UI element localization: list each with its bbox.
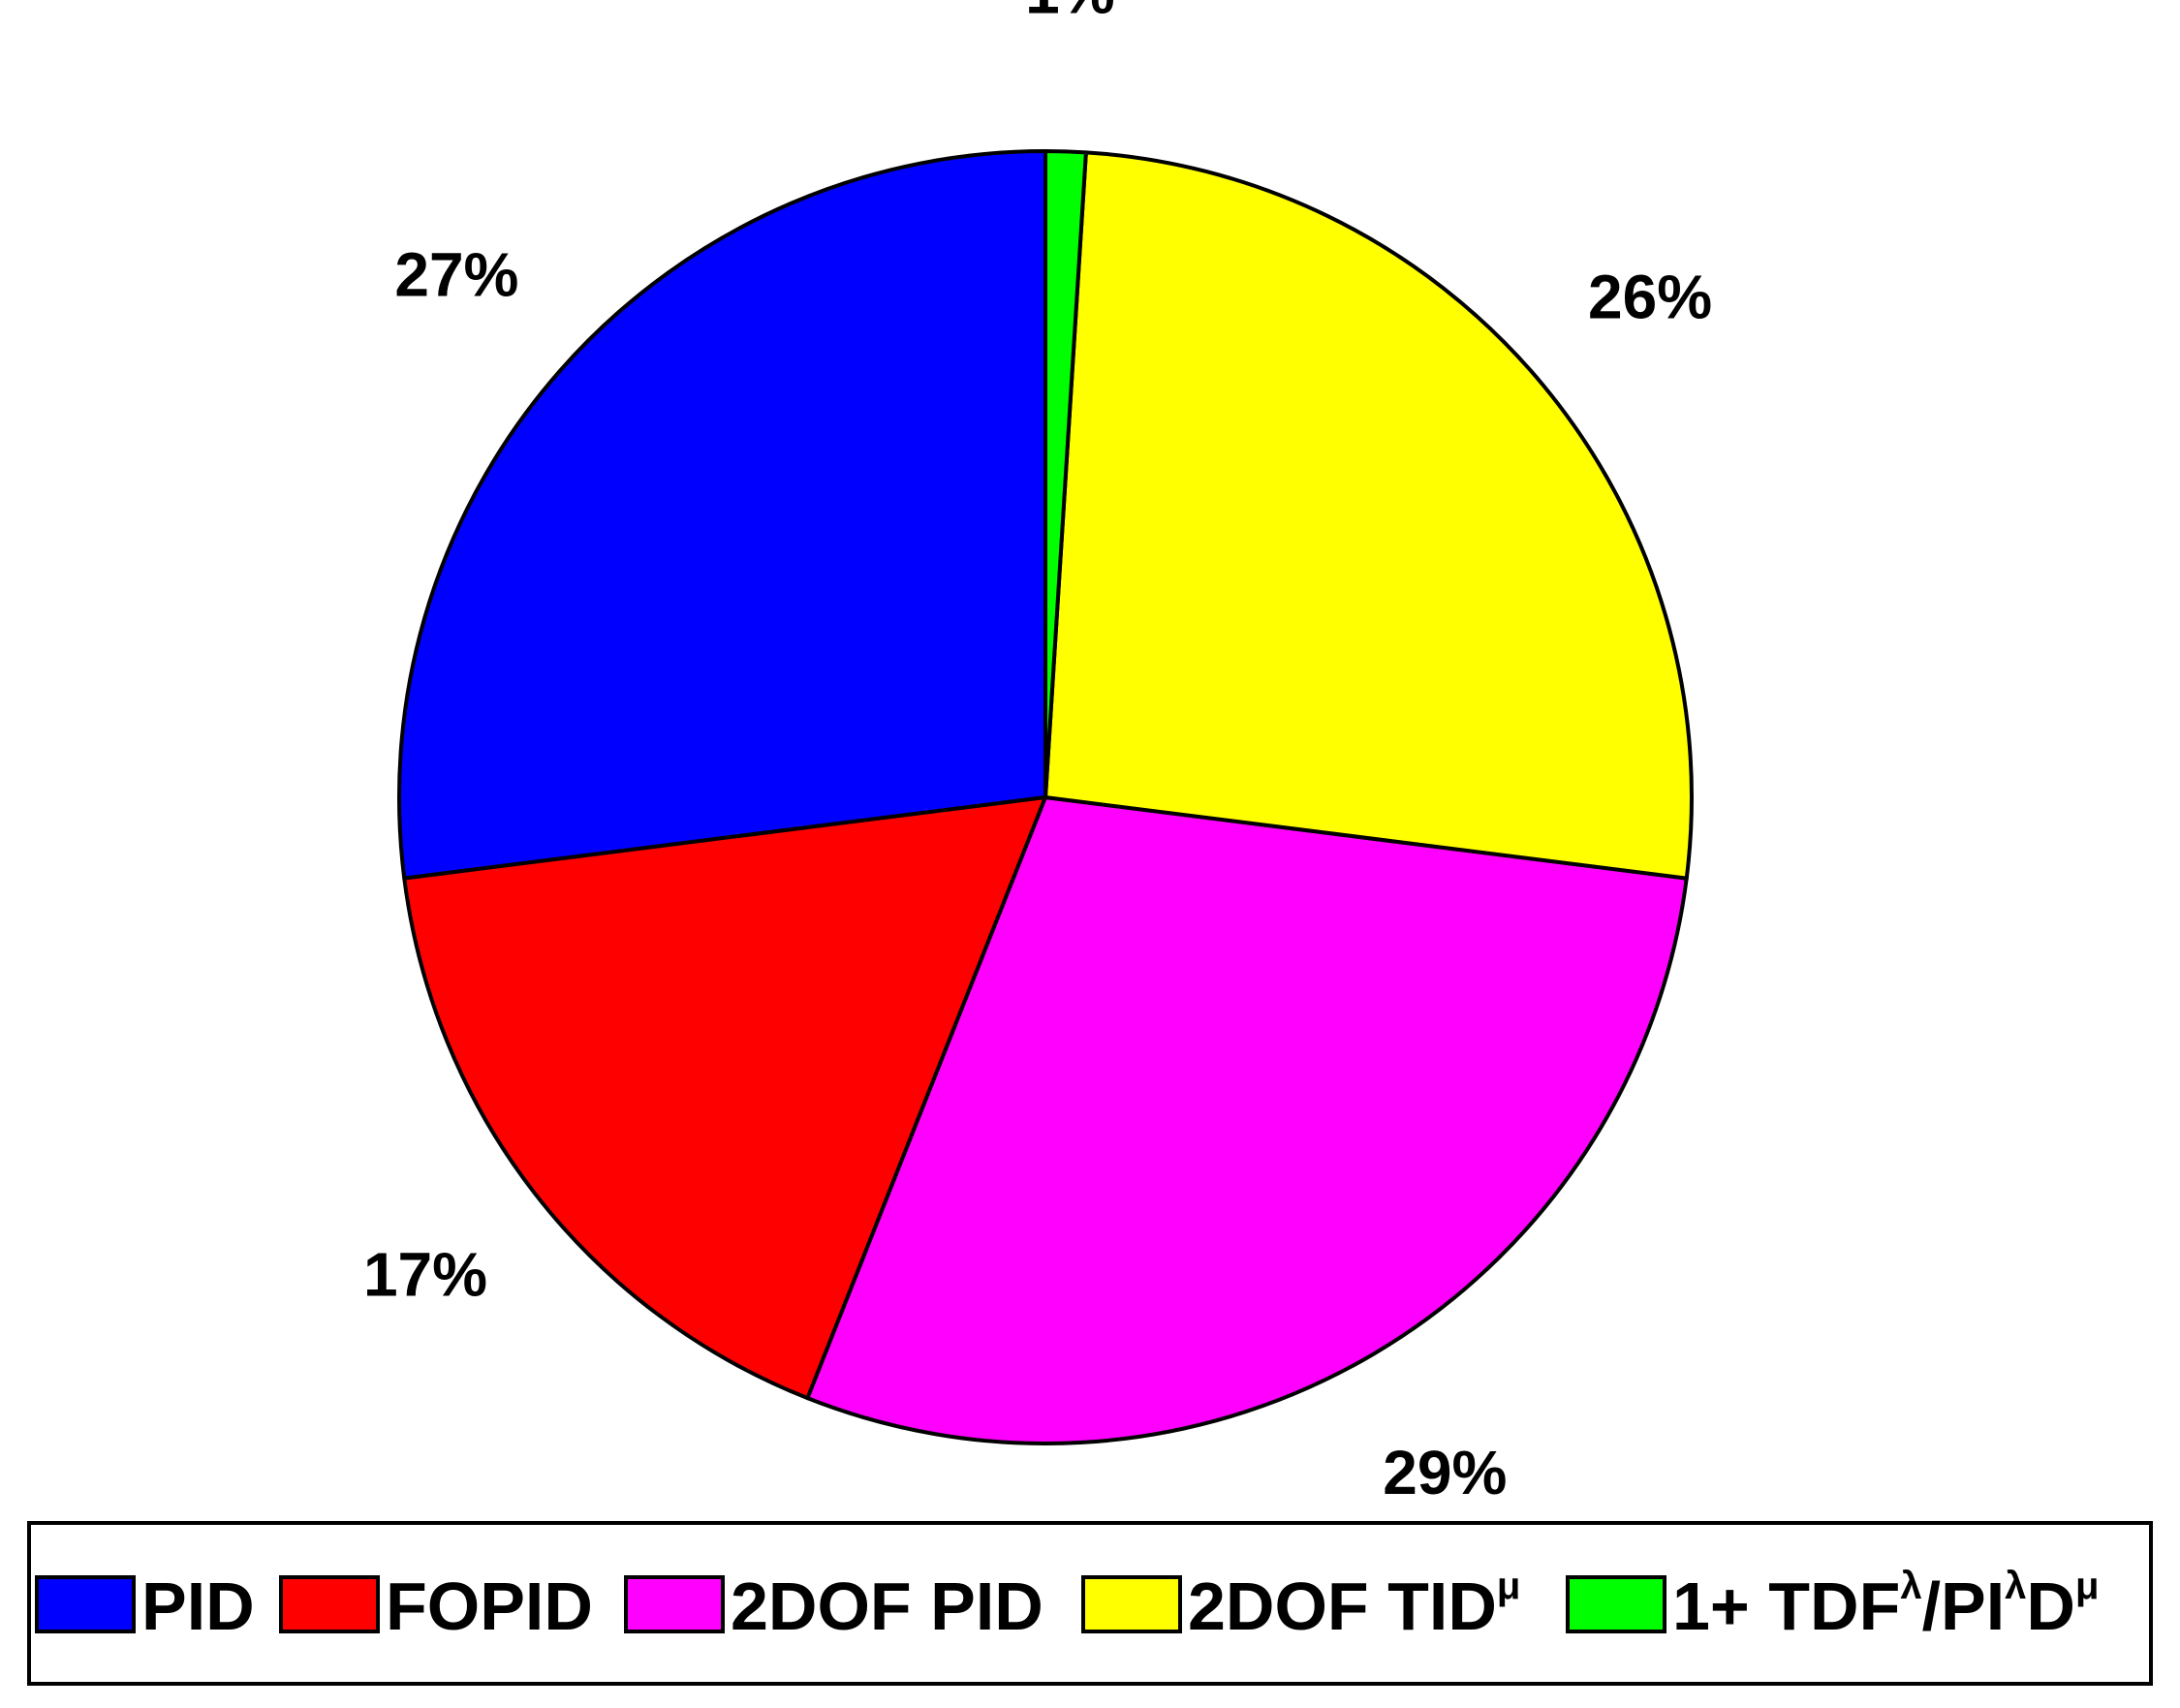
legend-swatch-pid — [35, 1575, 136, 1633]
pie-slice-fopid — [402, 795, 1047, 1401]
pie-slice-2dof-pid — [805, 795, 1689, 1445]
pie-label-2dof-pid: 29% — [1383, 1438, 1507, 1507]
pie-label-1-tdf-pid: 1% — [1025, 0, 1115, 26]
legend-label-1-tdf-pid: 1+ TDFλ/PIλDμ — [1672, 1565, 2099, 1644]
pie-value-labels: 27% 17% 29% 26% 1% — [363, 0, 1712, 1507]
legend-label-2dof-tid: 2DOF TIDμ — [1188, 1565, 1520, 1644]
pie-slice-pid — [397, 149, 1047, 881]
pie-label-2dof-tid: 26% — [1588, 263, 1712, 332]
legend: PID FOPID 2DOF PID 2DOF TIDμ 1+ TDFλ/PIλDμ — [27, 1521, 2153, 1686]
legend-swatch-2dof-pid — [624, 1575, 725, 1633]
legend-swatch-fopid — [279, 1575, 380, 1633]
pie-slice-2dof-tid — [1043, 150, 1694, 881]
pie-label-pid: 27% — [394, 239, 518, 309]
legend-label-2dof-pid: 2DOF PID — [731, 1568, 1043, 1644]
legend-label-pid: PID — [141, 1568, 255, 1644]
pie-slice-1-tdf-pid — [1043, 149, 1088, 799]
legend-items: PID FOPID 2DOF PID 2DOF TIDμ 1+ TDFλ/PIλDμ — [35, 1565, 2099, 1644]
legend-label-fopid: FOPID — [386, 1568, 593, 1644]
pie-slices — [397, 149, 1694, 1445]
legend-swatch-2dof-tid — [1081, 1575, 1182, 1633]
legend-swatch-1-tdf-pid — [1566, 1575, 1666, 1633]
pie-label-fopid: 17% — [363, 1240, 487, 1310]
